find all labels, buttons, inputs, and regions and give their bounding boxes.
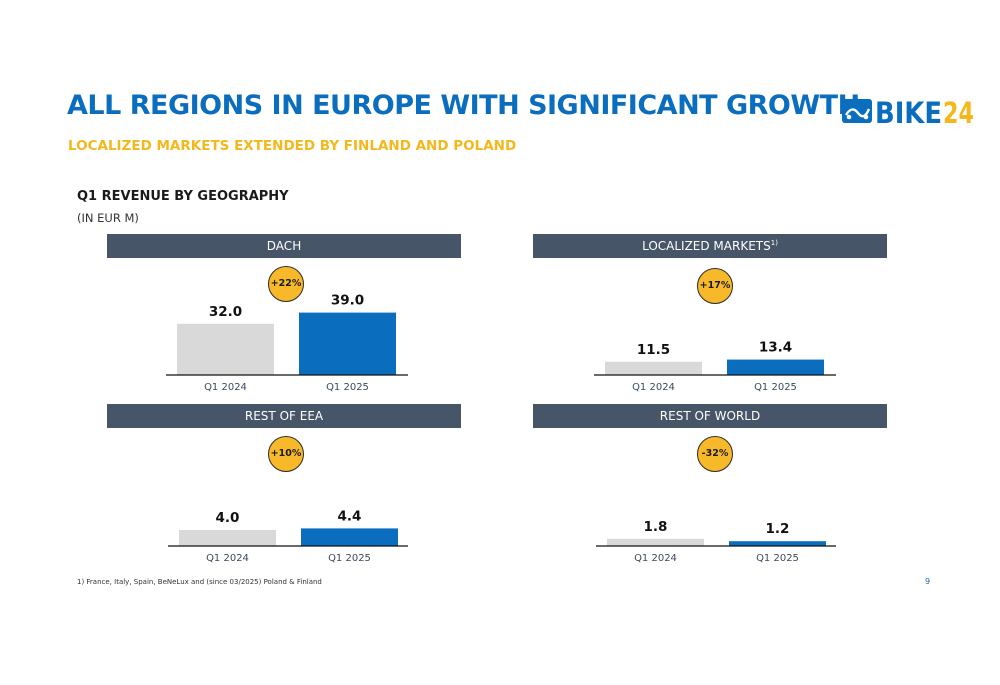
- panel-header-rest-of-eea: REST OF EEA: [107, 404, 461, 428]
- unit-label: (IN EUR M): [77, 211, 139, 225]
- value-label-rest-of-eea-q1-2025: 4.4: [338, 508, 362, 524]
- value-label-dach-q1-2024: 32.0: [209, 304, 242, 320]
- bar-localized-markets-q1-2024: [605, 361, 702, 375]
- category-label-rest-of-eea-q1-2024: Q1 2024: [206, 553, 249, 564]
- growth-badge-rest-of-world: -32%: [697, 436, 733, 472]
- panel-title: DACH: [266, 239, 302, 253]
- bar-rest-of-world-q1-2025: [729, 541, 826, 546]
- bar-dach-q1-2025: [299, 312, 396, 375]
- bar-rest-of-world-q1-2024: [607, 538, 704, 546]
- growth-badge-rest-of-eea: +10%: [268, 436, 304, 472]
- panel-header-dach: DACH: [107, 234, 461, 258]
- value-label-rest-of-world-q1-2025: 1.2: [766, 521, 790, 537]
- bar-rest-of-eea-q1-2025: [301, 528, 398, 546]
- panel-header-rest-of-world: REST OF WORLD: [533, 404, 887, 428]
- category-label-rest-of-eea-q1-2025: Q1 2025: [328, 553, 371, 564]
- category-label-rest-of-world-q1-2024: Q1 2024: [634, 553, 677, 564]
- value-label-rest-of-eea-q1-2024: 4.0: [216, 510, 240, 526]
- bar-rest-of-eea-q1-2024: [179, 530, 276, 546]
- panel-header-localized-markets: LOCALIZED MARKETS1): [533, 234, 887, 258]
- value-label-rest-of-world-q1-2024: 1.8: [644, 519, 668, 535]
- footnote: 1) France, Italy, Spain, BeNeLux and (si…: [77, 578, 322, 586]
- bar-dach-q1-2024: [177, 323, 274, 375]
- bar-localized-markets-q1-2025: [727, 359, 824, 375]
- value-label-localized-markets-q1-2024: 11.5: [637, 342, 670, 358]
- section-title: Q1 REVENUE BY GEOGRAPHY: [77, 189, 289, 204]
- panel-title: LOCALIZED MARKETS: [642, 239, 771, 253]
- page-subtitle: LOCALIZED MARKETS EXTENDED BY FINLAND AN…: [68, 138, 517, 154]
- growth-badge-dach: +22%: [268, 266, 304, 302]
- panel-title: REST OF WORLD: [659, 409, 761, 423]
- page-number: 9: [925, 577, 931, 586]
- growth-badge-localized-markets: +17%: [697, 268, 733, 304]
- category-label-rest-of-world-q1-2025: Q1 2025: [756, 553, 799, 564]
- bike24-logo: BIKE 24: [842, 96, 974, 128]
- category-label-dach-q1-2025: Q1 2025: [326, 382, 369, 393]
- footnote-marker: 1): [770, 239, 778, 247]
- page-title: ALL REGIONS IN EUROPE WITH SIGNIFICANT G…: [67, 90, 860, 121]
- value-label-localized-markets-q1-2025: 13.4: [759, 340, 792, 356]
- category-label-localized-markets-q1-2025: Q1 2025: [754, 382, 797, 393]
- category-label-dach-q1-2024: Q1 2024: [204, 382, 247, 393]
- value-label-dach-q1-2025: 39.0: [331, 293, 364, 309]
- svg-text:BIKE: BIKE: [875, 96, 942, 128]
- svg-text:24: 24: [943, 96, 974, 128]
- panel-title: REST OF EEA: [244, 409, 324, 423]
- category-label-localized-markets-q1-2024: Q1 2024: [632, 382, 675, 393]
